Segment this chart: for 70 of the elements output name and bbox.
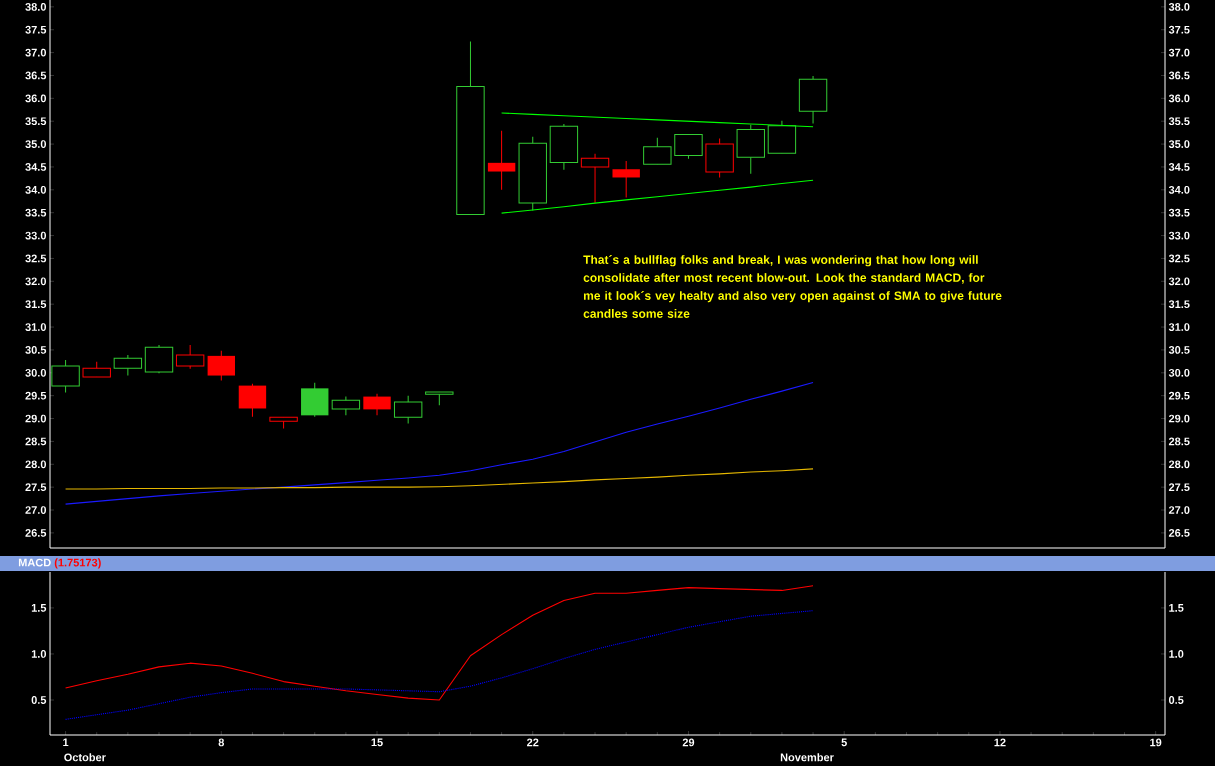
y-tick-label: 29.0: [25, 414, 47, 423]
candlestick: [612, 160, 640, 199]
y-tick-label: 32.5: [25, 254, 47, 263]
y-tick-label: 28.5: [25, 437, 47, 446]
y2-tick-label: 30.0: [1168, 368, 1190, 377]
y2-tick-label: 28.0: [1168, 460, 1190, 469]
y2-tick-label: 34.5: [1168, 163, 1190, 171]
y2-tick-label: 32.5: [1168, 254, 1190, 263]
y-tick-label: 34.0: [25, 185, 47, 194]
y2-tick-label: 37.0: [1168, 48, 1190, 57]
x-tick-label: 1: [63, 738, 69, 747]
x-tick-label: 8: [218, 738, 225, 747]
y-tick-label: 36.0: [25, 94, 47, 103]
y2-tick-label: 32.0: [1168, 277, 1190, 286]
y-tick-label: 35.0: [25, 140, 47, 148]
y-tick-label: 34.5: [25, 163, 47, 171]
x-tick-label: 12: [994, 738, 1006, 747]
y2-tick-label: 38.0: [1168, 2, 1190, 11]
text: October: [64, 753, 106, 762]
y2-tick-label: 29.0: [1168, 414, 1190, 423]
y-tick-label: 1.5: [31, 604, 47, 612]
y-tick-label: 28.0: [25, 460, 47, 469]
y2-tick-label: 37.5: [1168, 25, 1190, 34]
y2-tick-label: 1.5: [1169, 604, 1184, 612]
y-tick-label: 36.5: [25, 71, 47, 80]
candlestick: [487, 130, 516, 191]
y-tick-label: 31.0: [25, 323, 47, 331]
x-tick-label: 19: [1150, 738, 1162, 747]
chart-subtitle: (1.75173): [54, 558, 101, 569]
annotation: That´s a bullflag folks and break, I was wondering that how long will consolidate after most recent blow-out. Look the standard MACD, for me it look´s vey healty and also very open against of SMA to give future candles some size: [583, 255, 1002, 318]
text: November: [780, 753, 834, 762]
y-tick-label: 1.0: [31, 650, 47, 658]
x-tick-label: 29: [682, 738, 695, 747]
y2-tick-label: 36.5: [1168, 71, 1190, 80]
y-tick-label: 30.5: [25, 346, 47, 354]
line-series: [501, 179, 814, 214]
y2-tick-label: 28.5: [1168, 437, 1190, 446]
y2-tick-label: 31.5: [1168, 300, 1190, 309]
y2-tick-label: 31.0: [1168, 323, 1190, 331]
y2-tick-label: 1.0: [1169, 650, 1184, 658]
y2-tick-label: 26.5: [1168, 529, 1190, 537]
y-tick-label: 32.0: [25, 277, 47, 286]
y-tick-label: 29.5: [25, 391, 47, 400]
y-tick-label: 38.0: [25, 2, 47, 11]
y-tick-label: 30.0: [25, 368, 47, 377]
x-tick-label: 15: [371, 738, 383, 747]
y2-tick-label: 35.5: [1168, 117, 1190, 126]
y-tick-label: 37.5: [25, 25, 47, 34]
y-tick-label: 27.5: [25, 483, 47, 492]
chart-title: MACD: [18, 558, 51, 567]
y2-tick-label: 33.0: [1168, 231, 1190, 240]
y-tick-label: 0.5: [31, 696, 47, 704]
x-tick-label: 5: [841, 738, 847, 747]
y-tick-label: 26.5: [25, 529, 47, 537]
y2-tick-label: 34.0: [1168, 185, 1190, 194]
y-tick-label: 37.0: [25, 48, 47, 57]
y2-tick-label: 29.5: [1168, 391, 1190, 400]
y2-tick-label: 27.0: [1168, 506, 1190, 514]
y2-tick-label: 33.5: [1168, 208, 1190, 217]
y2-tick-label: 30.5: [1168, 346, 1190, 354]
y2-tick-label: 0.5: [1168, 696, 1184, 704]
y-tick-label: 35.5: [25, 117, 47, 126]
y-tick-label: 31.5: [25, 300, 47, 309]
y2-tick-label: 35.0: [1168, 140, 1190, 148]
y-tick-label: 33.5: [25, 208, 47, 217]
y2-tick-label: 36.0: [1168, 94, 1190, 103]
y-tick-label: 33.0: [25, 231, 47, 240]
y2-tick-label: 27.5: [1168, 483, 1190, 492]
x-tick-label: 22: [527, 738, 539, 747]
y-tick-label: 27.0: [25, 506, 47, 514]
